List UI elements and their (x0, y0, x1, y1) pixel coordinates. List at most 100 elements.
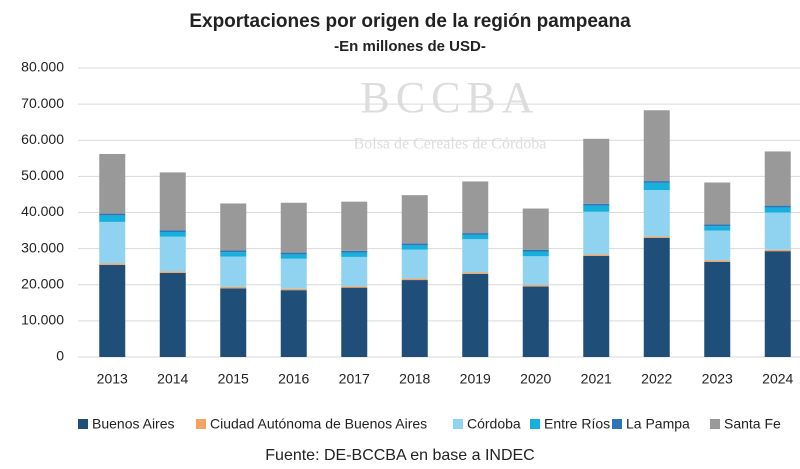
bar-segment (583, 138, 610, 204)
y-tick-label: 50.000 (21, 167, 64, 183)
x-tick-label: 2024 (762, 371, 793, 387)
bar-segment (220, 252, 247, 257)
bar-segment (341, 287, 368, 357)
bar-segment (220, 250, 247, 253)
x-tick-label: 2022 (641, 371, 672, 387)
legend-swatch (530, 419, 540, 429)
legend-label: Entre Ríos (544, 416, 610, 432)
source: Fuente: DE-BCCBA en base a INDEC (265, 447, 534, 464)
x-tick-label: 2021 (581, 371, 612, 387)
x-tick-label: 2018 (399, 371, 430, 387)
bar-segment (462, 273, 489, 357)
bar-segment (583, 255, 610, 357)
legend-swatch (710, 419, 720, 429)
chart-title: Exportaciones por origen de la región pa… (189, 11, 631, 32)
bar-segment (583, 211, 610, 255)
legend-label: Ciudad Autónoma de Buenos Aires (210, 416, 427, 432)
bar-segment (522, 256, 549, 286)
bar-segment (643, 181, 670, 183)
legend-swatch (453, 419, 463, 429)
bar-segment (643, 182, 670, 191)
bar-segment (462, 234, 489, 240)
y-tick-label: 10.000 (21, 312, 64, 328)
chart-subtitle: -En millones de USD- (334, 38, 486, 55)
bar-segment (99, 213, 126, 216)
bar-segment (99, 215, 126, 222)
bar-segment (401, 249, 428, 279)
bar-segment (341, 256, 368, 287)
bar-segment (522, 249, 549, 252)
bar-segment (522, 285, 549, 287)
bar-segment (159, 271, 186, 273)
bar-segment (341, 252, 368, 257)
bar-segment (522, 208, 549, 250)
bar-segment (764, 151, 791, 206)
bar-segment (280, 288, 307, 291)
bar-segment (643, 190, 670, 237)
bar-segment (280, 258, 307, 289)
bar-segment (462, 181, 489, 234)
bar-segment (401, 278, 428, 281)
bar-segment (764, 249, 791, 252)
bar-segment (159, 232, 186, 237)
bar-segment (401, 195, 428, 244)
bar-segment (341, 250, 368, 253)
bar-segment (764, 205, 791, 208)
bar-segment (341, 286, 368, 288)
x-tick-label: 2017 (339, 371, 370, 387)
x-tick-label: 2023 (702, 371, 733, 387)
bar-segment (280, 290, 307, 357)
bar-segment (704, 230, 731, 261)
bar-segment (401, 243, 428, 246)
bar-segment (159, 172, 186, 231)
bar-segment (704, 226, 731, 231)
bar-segment (280, 202, 307, 253)
legend-label: Santa Fe (724, 416, 781, 432)
bar-segment (401, 280, 428, 357)
bar-segment (462, 239, 489, 273)
bar-segment (583, 203, 610, 206)
bar-segment (220, 288, 247, 357)
bar-segment (280, 254, 307, 259)
bar-segment (220, 203, 247, 251)
y-tick-label: 0 (56, 348, 64, 364)
bar-segment (522, 251, 549, 257)
bar-segment (401, 245, 428, 250)
x-tick-label: 2020 (520, 371, 551, 387)
bar-segment (704, 224, 731, 227)
x-tick-label: 2013 (97, 371, 128, 387)
bar-segment (522, 286, 549, 357)
bar-segment (764, 251, 791, 357)
bar-segment (704, 260, 731, 262)
x-tick-label: 2019 (460, 371, 491, 387)
bar-segment (704, 182, 731, 225)
bar-segment (99, 263, 126, 265)
y-tick-label: 60.000 (21, 131, 64, 147)
legend-swatch (612, 419, 622, 429)
bar-segment (704, 261, 731, 357)
x-tick-label: 2016 (278, 371, 309, 387)
watermark: BCCBA (360, 73, 539, 122)
bar-segment (643, 110, 670, 182)
bar-segment (220, 286, 247, 289)
y-tick-label: 30.000 (21, 239, 64, 255)
bar-segment (764, 207, 791, 213)
legend-label: Córdoba (467, 416, 521, 432)
y-tick-label: 80.000 (21, 59, 64, 75)
y-tick-label: 20.000 (21, 275, 64, 291)
x-tick-label: 2014 (157, 371, 188, 387)
watermark-subtitle: Bolsa de Cereales de Córdoba (354, 136, 547, 153)
bar-segment (99, 264, 126, 357)
bar-segment (159, 230, 186, 233)
bar-segment (220, 256, 247, 287)
bar-segment (99, 221, 126, 264)
legend-label: La Pampa (626, 416, 690, 432)
bar-segment (583, 254, 610, 256)
legend-swatch (78, 419, 88, 429)
bar-segment (462, 272, 489, 274)
bar-segment (643, 237, 670, 357)
bar-segment (159, 272, 186, 357)
bar-segment (462, 233, 489, 235)
